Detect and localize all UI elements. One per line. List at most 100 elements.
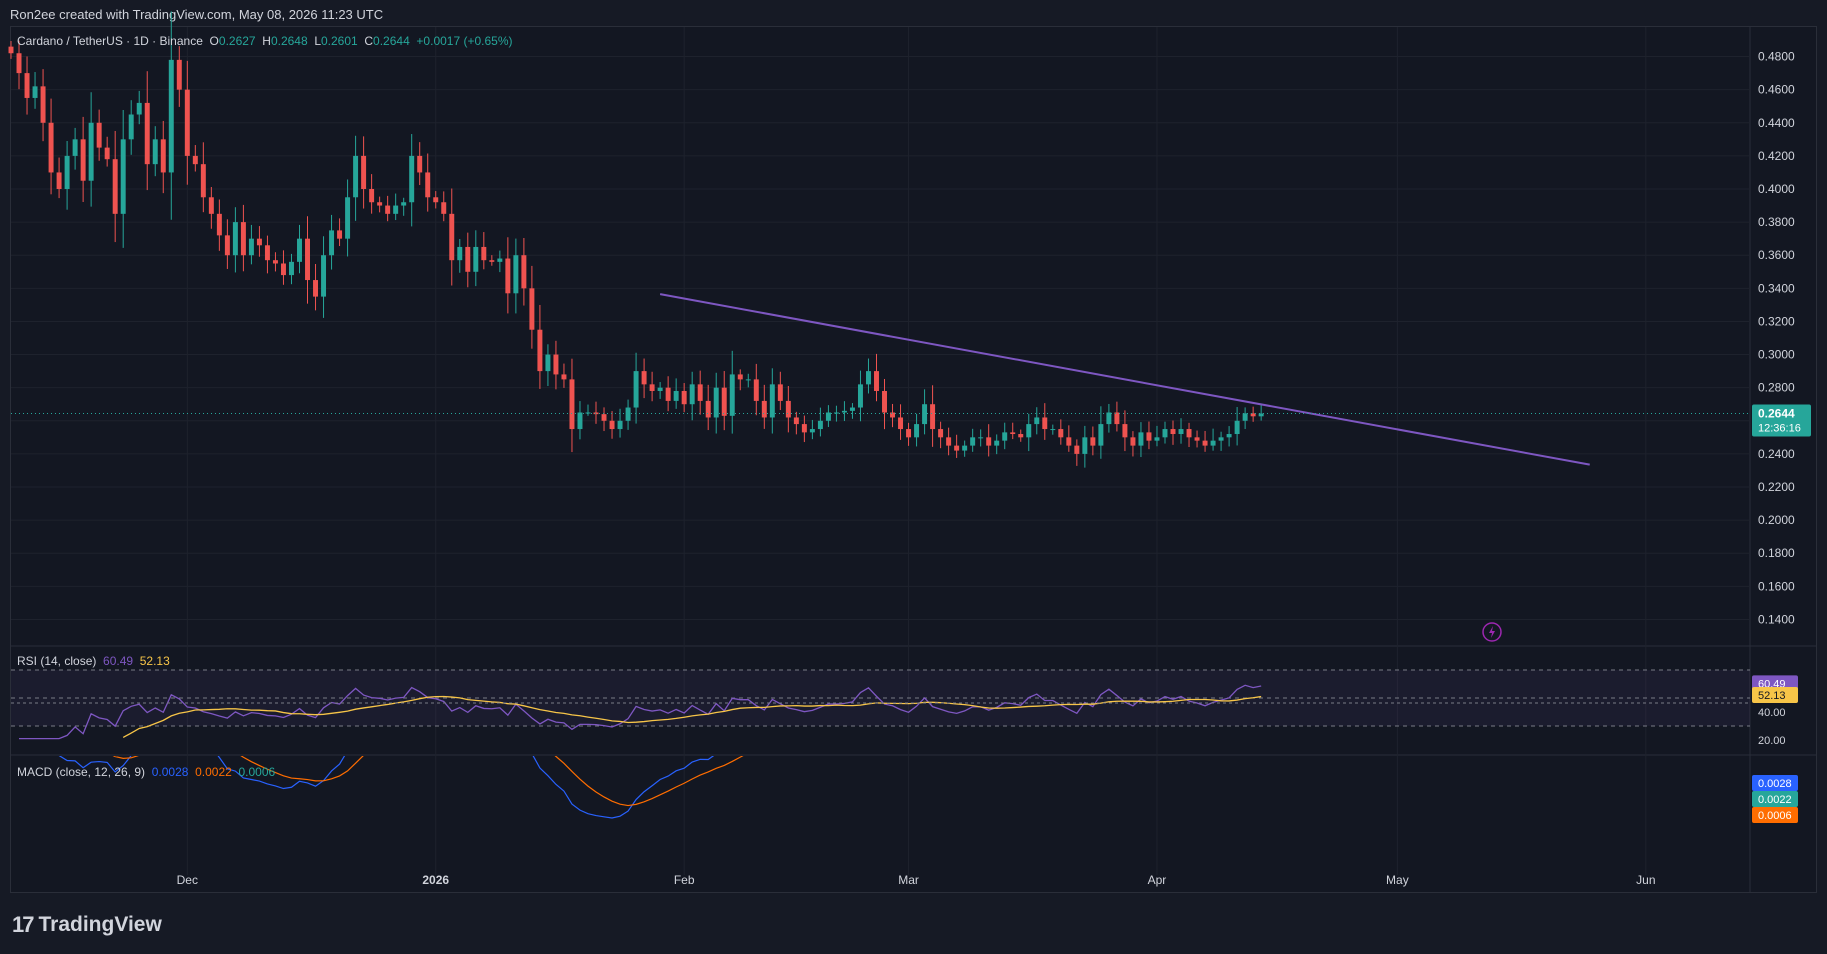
candle-body xyxy=(64,155,70,189)
candle-body xyxy=(777,384,783,401)
price-tick-label: 0.1600 xyxy=(1758,579,1795,593)
candle-body xyxy=(857,384,863,408)
candle-body xyxy=(689,384,695,405)
candle-body xyxy=(1210,440,1216,446)
candle-body xyxy=(208,197,214,214)
candle-body xyxy=(481,246,487,261)
macd-legend[interactable]: MACD (close, 12, 26, 9) 0.0028 0.0022 0.… xyxy=(17,765,275,779)
rsi-band xyxy=(11,670,1750,726)
tradingview-logo[interactable]: 17 TradingView xyxy=(12,912,162,938)
candle-body xyxy=(433,197,439,203)
candle-body xyxy=(8,46,14,54)
candle-body xyxy=(721,387,727,416)
ohlc-legend: Cardano / TetherUS · 1D · Binance O0.262… xyxy=(17,34,513,48)
candle-body xyxy=(561,374,567,380)
candle-body xyxy=(152,139,158,165)
candle-body xyxy=(625,407,631,421)
price-tick-label: 0.2200 xyxy=(1758,480,1795,494)
candle-body xyxy=(1074,445,1080,454)
histogram-value: 0.0006 xyxy=(238,765,276,779)
candle-body xyxy=(353,155,359,198)
candle-body xyxy=(874,371,879,391)
candle-body xyxy=(1114,412,1120,425)
candle-body xyxy=(425,172,431,198)
candle-body xyxy=(184,89,190,156)
candle-body xyxy=(40,86,46,123)
candle-body xyxy=(938,429,944,438)
candle-body xyxy=(817,420,823,430)
rsi-value: 60.49 xyxy=(103,654,134,668)
candle-body xyxy=(224,235,230,256)
candle-body xyxy=(1090,437,1096,446)
candle-body xyxy=(1026,424,1032,438)
candle-body xyxy=(954,445,960,451)
candle-body xyxy=(112,159,118,214)
candle-body xyxy=(809,429,815,433)
candle-body xyxy=(1202,440,1208,446)
candle-body xyxy=(1050,429,1056,431)
candle-body xyxy=(497,258,503,262)
candle-body xyxy=(1258,413,1264,417)
candle-body xyxy=(537,329,543,372)
candle-body xyxy=(1034,417,1040,425)
candle-body xyxy=(272,260,278,264)
candle-body xyxy=(906,429,912,438)
candle-body xyxy=(489,260,495,262)
trendline-group[interactable] xyxy=(659,293,1590,466)
candle-body xyxy=(96,122,102,148)
candle-body xyxy=(32,86,38,98)
candle-body xyxy=(577,412,583,430)
open-label: O xyxy=(209,34,219,48)
candle-body xyxy=(713,387,719,418)
grid xyxy=(11,27,1816,892)
candle-body xyxy=(345,197,351,239)
candle-body xyxy=(914,424,920,438)
price-tick-label: 0.4800 xyxy=(1758,50,1795,64)
chart-frame[interactable] xyxy=(10,26,1817,893)
candle-body xyxy=(168,59,174,173)
current-price-label: 0.2644 xyxy=(1758,406,1795,420)
time-axis[interactable]: Dec 2026 Feb Mar Apr May Jun xyxy=(177,873,1656,887)
candle-body xyxy=(16,53,22,74)
candle-body xyxy=(545,354,551,372)
candle-body xyxy=(745,379,751,381)
candle-body xyxy=(297,238,302,262)
price-tick-label: 0.3000 xyxy=(1758,348,1795,362)
candle-body xyxy=(962,445,968,451)
candle-body xyxy=(72,139,78,156)
candle-body xyxy=(24,73,30,98)
descending-trendline xyxy=(659,293,1590,466)
candle-body xyxy=(753,379,759,401)
rsi-legend[interactable]: RSI (14, close) 60.49 52.13 xyxy=(17,654,170,668)
price-axis[interactable]: 0.4800 0.4600 0.4400 0.4200 0.4000 0.3800 0.36… xyxy=(11,50,1811,627)
price-tick-label: 0.4000 xyxy=(1758,182,1795,196)
candle-body xyxy=(232,222,238,256)
lightning-glyph xyxy=(1489,626,1495,638)
candle-body xyxy=(673,390,679,401)
candle-body xyxy=(729,374,735,416)
candle-body xyxy=(617,420,623,430)
candle-body xyxy=(521,255,527,289)
close-value: 0.2644 xyxy=(373,34,410,48)
candles xyxy=(8,11,1264,468)
symbol-label[interactable]: Cardano / TetherUS · 1D · Binance xyxy=(17,34,203,48)
macd-value-label: 0.0006 xyxy=(1758,810,1792,822)
candle-body xyxy=(48,122,54,173)
candle-body xyxy=(417,155,423,173)
candle-body xyxy=(1122,424,1128,438)
chart-credit: Ron2ee created with TradingView.com, May… xyxy=(10,7,384,22)
candle-body xyxy=(978,437,984,439)
candle-body xyxy=(601,414,607,421)
rsi-label: RSI (14, close) xyxy=(17,654,97,668)
candle-body xyxy=(240,222,246,256)
candle-body xyxy=(657,387,663,391)
rsi-tick-label: 20.00 xyxy=(1758,735,1786,747)
candle-body xyxy=(841,410,847,413)
candle-body xyxy=(569,379,575,430)
candle-body xyxy=(513,255,519,294)
candle-body xyxy=(248,238,254,256)
candle-body xyxy=(465,246,471,272)
macd-value-label: 0.0022 xyxy=(1758,794,1792,806)
rsi-line xyxy=(19,684,1262,740)
